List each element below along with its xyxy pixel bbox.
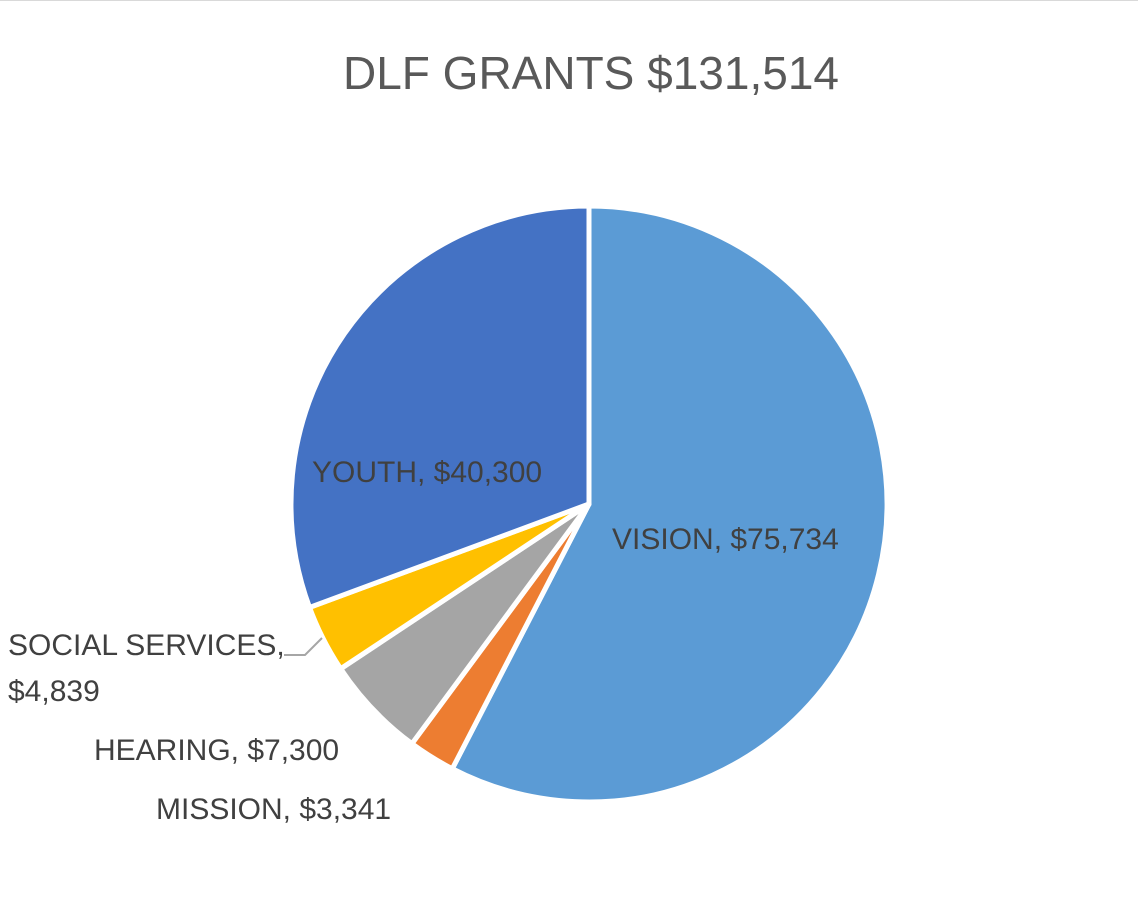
leader-line-social-services — [284, 637, 323, 656]
data-label-social-services: SOCIAL SERVICES, $4,839 — [8, 629, 285, 708]
pie-slices — [288, 203, 890, 805]
data-label-line: VISION, $75,734 — [612, 523, 839, 556]
leader-lines — [284, 637, 323, 656]
data-label-line: MISSION, $3,341 — [156, 793, 391, 826]
data-label-hearing: HEARING, $7,300 — [94, 734, 339, 767]
data-label-mission: MISSION, $3,341 — [156, 793, 391, 826]
data-label-vision: VISION, $75,734 — [612, 523, 839, 556]
data-label-line: HEARING, $7,300 — [94, 734, 339, 767]
data-label-line: YOUTH, $40,300 — [312, 456, 542, 489]
pie-slice-vision — [449, 203, 890, 805]
chart-title: DLF GRANTS $131,514 — [343, 47, 839, 99]
data-label-line: $4,839 — [8, 675, 100, 708]
data-label-youth: YOUTH, $40,300 — [312, 456, 542, 489]
data-labels: VISION, $75,734 MISSION, $3,341 HEARING, $… — [8, 456, 839, 826]
pie-slice-youth — [288, 203, 592, 610]
data-label-line: SOCIAL SERVICES, — [8, 629, 285, 662]
